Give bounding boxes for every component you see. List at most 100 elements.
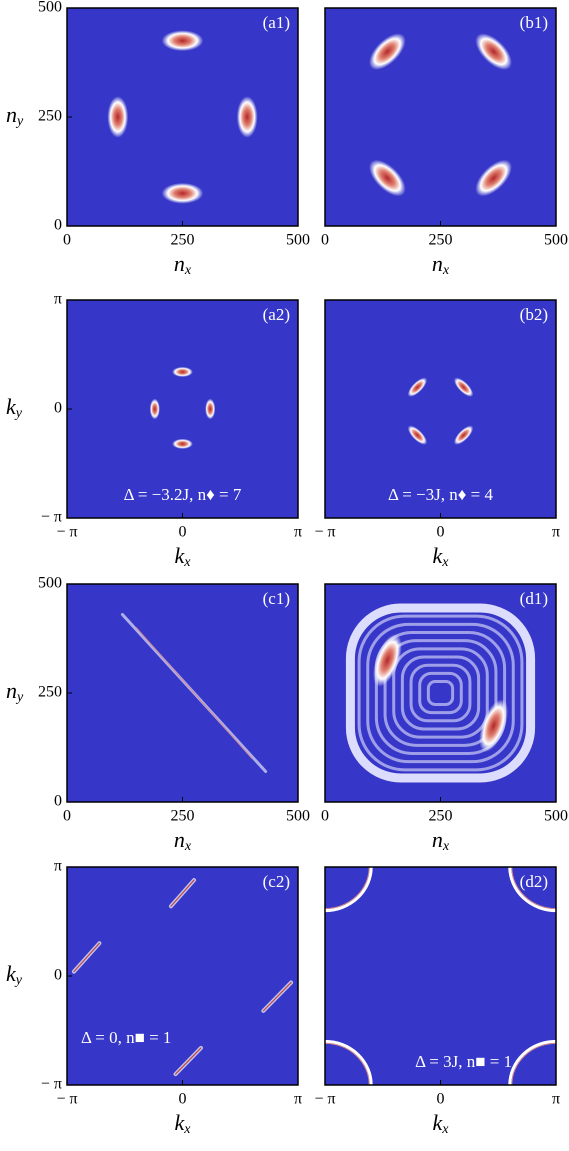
heatmap-background: [325, 300, 556, 518]
x-tick-label: − π: [314, 1091, 335, 1108]
ring: [374, 631, 507, 755]
hot-spot: [161, 182, 204, 204]
heatmap-background: [325, 867, 556, 1085]
x-tick-label: 0: [437, 524, 445, 541]
y-tick-label: 0: [54, 967, 62, 984]
hot-spot: [107, 96, 129, 138]
panel-label: (d2): [520, 872, 548, 891]
panel-label: (d1): [520, 589, 548, 608]
streak: [174, 1047, 202, 1075]
x-tick-label: 250: [171, 808, 195, 825]
heatmap-background: [325, 8, 556, 226]
streak: [135, 627, 253, 759]
symbol: k: [6, 394, 17, 419]
panel-label: (c1): [263, 589, 290, 608]
hot-spot: [479, 699, 509, 753]
subscript: y: [15, 114, 24, 129]
y-tick-label: π: [54, 291, 62, 308]
ring: [409, 663, 472, 723]
x-tick-label: − π: [56, 524, 77, 541]
subscript: x: [184, 839, 192, 854]
annotation: Δ = 3J, n■ = 1: [415, 1052, 512, 1071]
subscript: x: [442, 263, 450, 278]
annotation: Δ = −3.2J, n♦ = 7: [124, 485, 242, 504]
x-tick-label: 0: [321, 232, 329, 249]
hot-spot: [407, 377, 428, 397]
x-tick-label: π: [294, 524, 302, 541]
x-tick-label: 250: [429, 232, 453, 249]
symbol: k: [6, 961, 17, 986]
symbol: k: [433, 543, 444, 568]
y-axis-label: ky: [6, 961, 23, 988]
x-tick-label: π: [294, 1091, 302, 1108]
heatmap: [67, 584, 298, 802]
subscript: y: [15, 690, 24, 705]
ring: [357, 614, 524, 772]
x-tick-label: 0: [63, 808, 71, 825]
x-axis-label: nx: [432, 827, 450, 854]
symbol: n: [174, 251, 185, 276]
hot-spot: [475, 33, 512, 70]
x-tick-label: 500: [544, 232, 568, 249]
x-tick-label: 0: [179, 524, 187, 541]
x-axis-label: kx: [433, 1110, 450, 1137]
x-tick-label: 500: [544, 808, 568, 825]
annotation: Δ = 0, n■ = 1: [81, 1028, 171, 1047]
y-tick-label: 500: [38, 575, 62, 592]
x-tick-label: − π: [314, 524, 335, 541]
x-tick-label: − π: [56, 1091, 77, 1108]
hot-spot: [475, 159, 512, 197]
ring: [345, 603, 536, 783]
x-axis-label: nx: [174, 251, 192, 278]
y-axis-label: ky: [6, 394, 23, 421]
hot-spot: [453, 377, 474, 397]
hot-spot: [161, 30, 204, 52]
y-tick-label: 0: [54, 400, 62, 417]
subscript: x: [183, 1122, 191, 1137]
hot-spot: [236, 96, 258, 138]
hot-spot: [172, 366, 193, 378]
heatmap-background: [67, 300, 298, 518]
x-tick-label: 500: [286, 232, 310, 249]
y-tick-label: − π: [41, 1076, 62, 1093]
subscript: x: [441, 555, 449, 570]
y-axis-label: ny: [6, 678, 24, 705]
subscript: y: [14, 406, 23, 421]
hot-spot: [172, 438, 193, 449]
y-tick-label: π: [54, 858, 62, 875]
symbol: k: [433, 1110, 444, 1135]
symbol: k: [175, 543, 186, 568]
panel-label: (b2): [520, 305, 548, 324]
y-tick-label: 0: [54, 793, 62, 810]
subscript: y: [14, 973, 23, 988]
hot-spot: [407, 425, 428, 445]
y-tick-label: 500: [38, 0, 62, 16]
hot-spot: [369, 33, 406, 70]
symbol: n: [174, 827, 185, 852]
annotation: Δ = −3J, n♦ = 4: [388, 485, 494, 504]
hot-spot: [205, 398, 216, 420]
panel-label: (c2): [263, 872, 290, 891]
heatmap: [67, 8, 298, 226]
ring: [383, 639, 498, 747]
hot-spot: [453, 425, 474, 445]
x-tick-label: π: [552, 524, 560, 541]
subscript: x: [184, 263, 192, 278]
hot-spot: [369, 159, 406, 197]
streak: [262, 981, 292, 1012]
y-tick-label: 250: [38, 108, 62, 125]
x-tick-label: 500: [286, 808, 310, 825]
x-tick-label: π: [552, 1091, 560, 1108]
heatmap: [67, 867, 298, 1085]
y-tick-label: 0: [54, 217, 62, 234]
streak: [170, 879, 195, 907]
ring: [366, 622, 515, 764]
subscript: x: [441, 1122, 449, 1137]
x-axis-label: nx: [432, 251, 450, 278]
x-tick-label: 250: [171, 232, 195, 249]
hot-spot: [372, 633, 402, 687]
x-tick-label: 0: [63, 232, 71, 249]
heatmap: [325, 867, 556, 1085]
x-axis-label: kx: [433, 543, 450, 570]
